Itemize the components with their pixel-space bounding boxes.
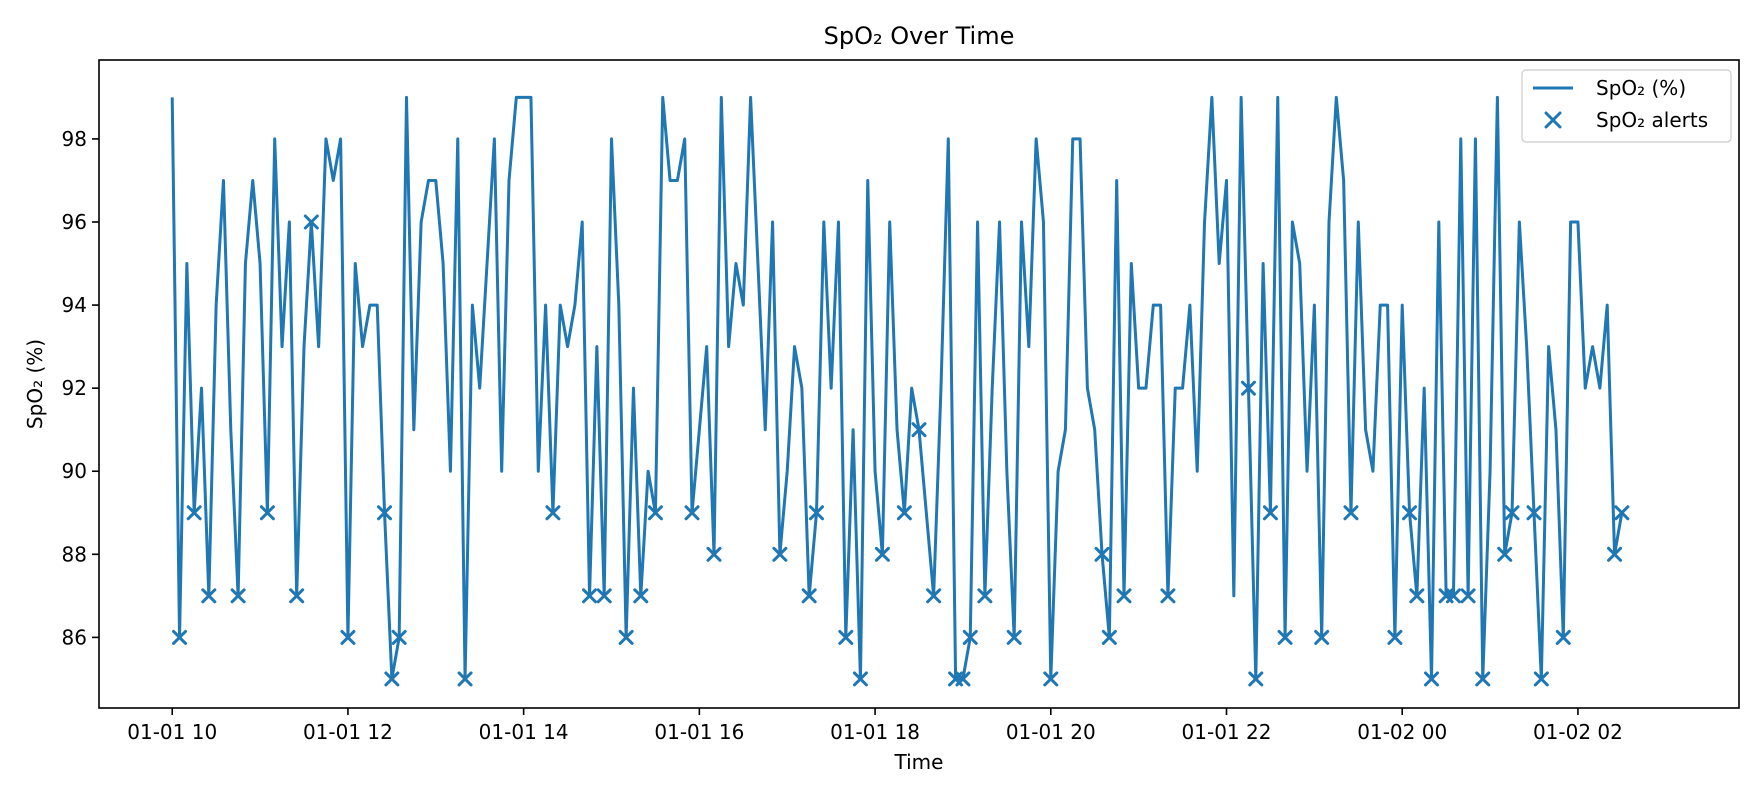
y-tick-label: 90 [62,459,87,483]
alert-marker [289,588,305,604]
alert-marker [1387,629,1403,645]
alert-marker [1409,588,1425,604]
alert-marker [955,671,971,687]
alert-marker [1526,505,1542,521]
alert-marker [1475,671,1491,687]
alert-marker [545,505,561,521]
alert-marker [1043,671,1059,687]
alert-marker [391,629,407,645]
alert-marker [1424,671,1439,687]
plot-frame [98,59,1740,709]
alert-marker [172,629,188,645]
x-axis-title: Time [894,750,944,774]
x-tick-label: 01-01 14 [479,720,569,744]
x-axis-ticks: 01-01 10 01-01 12 01-01 14 01-01 16 01-01 18… [127,708,1623,744]
alert-marker [1497,546,1513,562]
alert-marker [1343,505,1359,521]
alert-marker [911,422,927,438]
alert-marker [1240,380,1256,396]
alert-marker [962,629,978,645]
x-tick-label: 01-01 16 [654,720,744,744]
y-tick-label: 88 [62,542,87,566]
y-tick-label: 96 [62,210,87,234]
alert-marker [926,588,942,604]
alert-marker [186,505,202,521]
y-tick-label: 92 [62,376,87,400]
alert-marker [1116,588,1132,604]
x-tick-label: 01-02 02 [1533,720,1623,744]
y-tick-label: 98 [62,127,87,151]
alert-marker [1504,505,1520,521]
alert-marker [647,505,663,521]
alert-marker [1248,671,1264,687]
alert-marker [896,505,912,521]
alert-marker [1277,629,1293,645]
x-tick-label: 01-01 20 [1006,720,1096,744]
alert-marker [1533,671,1549,687]
x-tick-label: 01-02 00 [1357,720,1447,744]
alert-marker [1006,629,1022,645]
alert-marker [1094,546,1110,562]
legend: SpO₂ (%) SpO₂ alerts [1521,69,1732,143]
alert-marker [1607,546,1623,562]
alert-marker [1445,588,1461,604]
alert-marker [809,505,824,521]
alert-marker [1262,505,1278,521]
alert-marker [1460,588,1476,604]
alert-marker [377,505,393,521]
legend-label-spo2: SpO₂ (%) [1596,76,1686,100]
alert-marker [801,588,817,604]
alert-marker [457,671,473,687]
x-tick-label: 01-01 22 [1182,720,1272,744]
y-tick-label: 86 [62,625,87,649]
alert-marker [230,588,246,604]
alert-marker [772,546,788,562]
alert-marker [582,588,598,604]
x-tick-label: 01-01 10 [127,720,217,744]
alert-marker [201,588,217,604]
alert-marker [1101,629,1117,645]
alert-marker [1160,588,1176,604]
alert-marker [852,671,868,687]
alert-marker [1614,505,1630,521]
alert-marker [384,671,400,687]
alert-marker [259,505,275,521]
legend-box [1521,69,1732,143]
spo2-line [170,95,1624,681]
plot-area [170,95,1630,687]
x-tick-label: 01-01 18 [830,720,920,744]
x-tick-label: 01-01 12 [303,720,393,744]
alert-marker [706,546,722,562]
alert-marker [303,214,319,230]
alert-marker [1314,629,1330,645]
alert-marker [838,629,854,645]
legend-x-marker [1544,111,1562,129]
alert-marker [684,505,700,521]
y-axis-title: SpO₂ (%) [23,339,47,429]
alert-marker [1402,505,1418,521]
alert-marker [596,588,612,604]
alert-marker [1555,629,1571,645]
alert-marker [874,546,890,562]
y-axis-ticks: 86 88 90 92 94 96 98 [62,127,99,649]
alert-marker [977,588,993,604]
alert-marker [633,588,649,604]
chart-title: SpO₂ Over Time [824,22,1015,50]
y-tick-label: 94 [62,293,87,317]
alert-marker [340,629,356,645]
legend-label-alerts: SpO₂ alerts [1596,108,1708,132]
alert-marker [618,629,634,645]
